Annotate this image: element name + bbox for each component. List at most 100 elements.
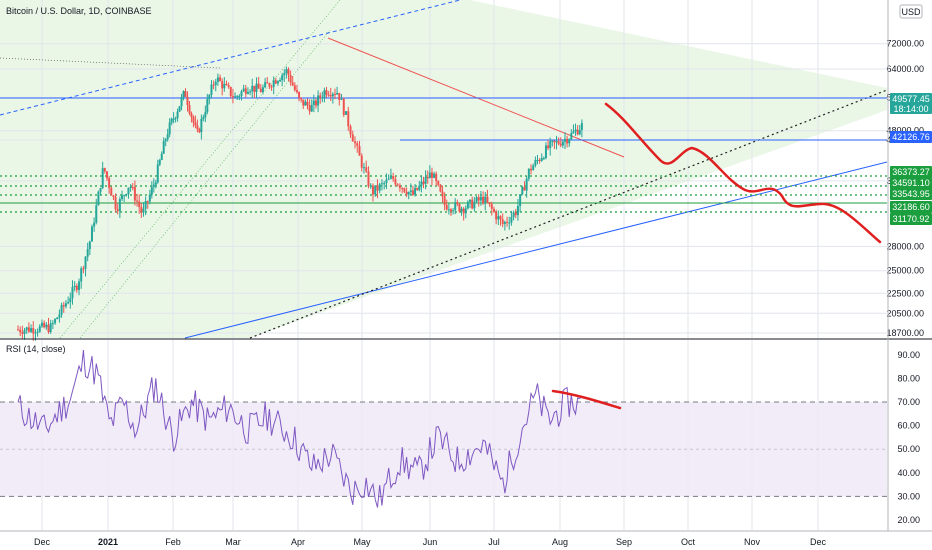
candle-body [534, 160, 537, 166]
price-badge [890, 131, 932, 143]
candle-body [255, 83, 258, 92]
dotted-support-line[interactable] [249, 89, 888, 339]
candle-body [437, 181, 440, 185]
time-tick-label: Dec [810, 537, 827, 547]
candle-body [75, 285, 78, 291]
rsi-tick-label: 70.00 [897, 397, 920, 407]
candle-body [536, 159, 539, 161]
candle-body [521, 187, 524, 195]
fan-line[interactable] [79, 29, 331, 339]
candle-body [206, 99, 209, 113]
candle-body [333, 93, 336, 95]
candle-body [144, 201, 147, 209]
candle-body [154, 182, 157, 185]
time-tick-label: Nov [744, 537, 761, 547]
candle-body [484, 196, 487, 203]
candle-body [464, 208, 467, 214]
price-badge [890, 188, 932, 200]
candle-body [574, 129, 577, 132]
candle-body [208, 94, 211, 100]
candle-body [555, 141, 558, 143]
candle-body [435, 173, 438, 182]
candle-body [512, 212, 515, 218]
rsi-title: RSI (14, close) [6, 344, 66, 354]
candle-body [229, 86, 232, 97]
price-badge-value: 42126.76 [892, 132, 930, 142]
long-support-line[interactable] [184, 161, 888, 339]
candle-body [123, 195, 126, 197]
candle-body [198, 129, 201, 133]
price-badge-value: 49577.45 [892, 94, 930, 104]
price-projection-curve[interactable] [604, 102, 882, 244]
candle-body [170, 118, 173, 123]
candle-body [561, 141, 564, 146]
candle-body [482, 196, 485, 203]
candle-body [23, 330, 26, 334]
candle-body [174, 117, 177, 119]
candle-body [32, 328, 35, 334]
rsi-tick-label: 80.00 [897, 373, 920, 383]
candle-body [166, 134, 169, 140]
candle-body [430, 172, 433, 178]
candle-body [240, 91, 243, 96]
rsi-tick-label: 60.00 [897, 421, 920, 431]
candle-body [416, 187, 419, 190]
price-badge [890, 166, 932, 178]
currency-label: USD [901, 7, 921, 17]
candle-body [398, 185, 401, 189]
candle-body [19, 329, 22, 333]
candle-body [88, 241, 91, 250]
candle-body [302, 99, 305, 106]
candle-body [486, 196, 489, 203]
candle-body [190, 113, 193, 117]
candle-body [283, 73, 286, 76]
candle-body [251, 85, 254, 92]
candle-body [202, 117, 205, 119]
candle-body [129, 186, 132, 188]
candle-body [279, 80, 282, 82]
candle-body [387, 178, 390, 180]
candle-body [86, 249, 89, 257]
candle-body [164, 139, 167, 142]
candle-body [409, 190, 412, 193]
candle-body [376, 185, 379, 191]
candle-body [506, 221, 509, 223]
candle-body [118, 199, 121, 211]
currency-chip[interactable] [899, 4, 923, 19]
price-badge [890, 213, 932, 225]
candle-body [30, 328, 33, 332]
candle-body [270, 86, 273, 88]
candle-body [549, 141, 552, 149]
rsi-line[interactable] [17, 350, 583, 508]
rsi-divergence-line[interactable] [551, 389, 622, 410]
candle-body [347, 111, 350, 127]
candle-body [469, 199, 471, 202]
candle-body [142, 208, 145, 213]
candle-body [396, 184, 399, 186]
candle-body [156, 164, 159, 183]
candle-body [385, 179, 388, 184]
candle-body [547, 145, 550, 149]
dotted-resistance-line[interactable] [0, 57, 221, 69]
price-badge [890, 201, 932, 213]
channel-fill [0, 0, 887, 338]
candle-body [345, 111, 348, 115]
candle-body [403, 188, 406, 192]
candle-body [246, 91, 249, 94]
fan-line[interactable] [59, 0, 341, 339]
candle-body [360, 155, 363, 168]
candle-body [428, 172, 431, 179]
candle-body [21, 332, 24, 334]
candle-body [148, 194, 151, 202]
candle-body [532, 165, 535, 171]
candle-body [544, 145, 547, 159]
candle-body [188, 104, 191, 114]
candle-body [499, 216, 502, 220]
candle-body [64, 303, 67, 307]
time-tick-label: Feb [165, 537, 181, 547]
upper-dashed-trendline[interactable] [0, 0, 461, 116]
time-tick-label: Oct [681, 537, 696, 547]
candle-body [580, 123, 583, 131]
candle-body [471, 199, 474, 209]
